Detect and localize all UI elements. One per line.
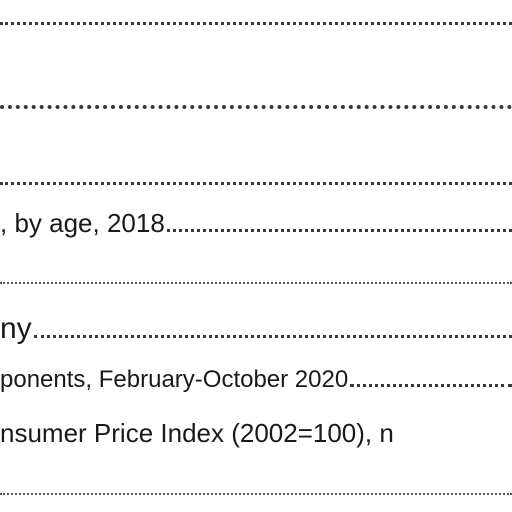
dotted-leader-line: [0, 493, 512, 495]
dotted-leader-line: [0, 22, 512, 25]
dotted-leader: [33, 335, 512, 338]
toc-entry[interactable]: , by age, 2018: [0, 208, 512, 239]
dotted-leader: [350, 384, 512, 387]
toc-entry-title: ny: [0, 312, 32, 345]
toc-entry-title: , by age, 2018: [0, 208, 165, 238]
dotted-leader-line: [0, 282, 512, 284]
toc-entry-title: ponents, February-October 2020: [0, 366, 349, 393]
dotted-leader-line: [0, 182, 512, 185]
toc-entry[interactable]: ponents, February-October 2020: [0, 366, 512, 394]
dotted-leader-line: [0, 105, 512, 109]
toc-entry-title: nsumer Price Index (2002=100), n: [0, 418, 394, 448]
toc-entry[interactable]: nsumer Price Index (2002=100), n: [0, 418, 512, 449]
dotted-leader: [166, 229, 512, 232]
toc-entry[interactable]: ny: [0, 312, 512, 346]
